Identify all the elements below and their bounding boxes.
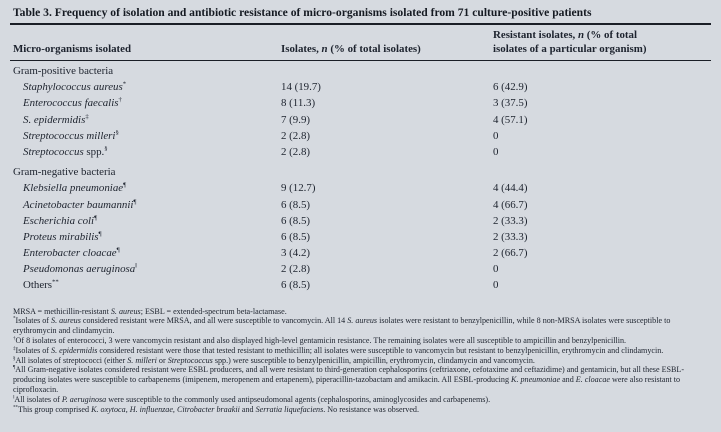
isolates-value-cell: 2 (2.8) (281, 263, 311, 276)
organism-name-cell: Proteus mirabilis¶ (23, 230, 102, 243)
footnote-line: ‖All isolates of P. aeruginosa were susc… (13, 394, 491, 404)
organism-name-cell: Acinetobacter baumannii¶ (23, 197, 137, 211)
header-resistant-isolates: Resistant isolates, n (% of total isolat… (493, 29, 711, 56)
table-row: Gram-negative bacteria (10, 164, 711, 180)
organism-name-cell: Pseudomonas aeruginosa‖ (23, 262, 138, 276)
footnotes: MRSA = methicillin-resistant S. aureus; … (10, 307, 711, 415)
footnote-line: §All isolates of streptococci (either S.… (13, 355, 535, 365)
table-row: Staphylococcus aureus* 14 (19.7) 6 (42.9… (10, 79, 711, 95)
isolates-value-cell (281, 63, 493, 79)
table-row: Escherichia coli¶ 6 (8.5) 2 (33.3) (10, 213, 711, 229)
isolates-value-cell: 8 (11.3) (281, 97, 316, 110)
table-row: Streptococcus milleri§ 2 (2.8) 0 (10, 128, 711, 144)
resistant-value-cell: 4 (44.4) (493, 182, 528, 195)
isolates-value-cell: 6 (8.5) (281, 279, 311, 292)
resistant-value-cell: 3 (37.5) (493, 97, 528, 110)
table-row: Proteus mirabilis¶ 6 (8.5) 2 (33.3) (10, 229, 711, 245)
isolates-value-cell: 14 (19.7) (281, 81, 321, 94)
organism-name-cell: Gram-negative bacteria (13, 166, 116, 179)
table-header-row: Micro-organisms isolated Isolates, n (% … (10, 25, 711, 61)
table-body: Gram-positive bacteria Staphylococcus au… (10, 61, 711, 294)
footnote-line: ¶All Gram-negative isolates considered r… (13, 365, 685, 394)
table-row: Enterococcus faecalis† 8 (11.3) 3 (37.5) (10, 95, 711, 111)
table-row: S. epidermidis‡ 7 (9.9) 4 (57.1) (10, 112, 711, 128)
isolates-value-cell: 3 (4.2) (281, 247, 311, 260)
table-row: Pseudomonas aeruginosa‖ 2 (2.8) 0 (10, 261, 711, 277)
table-card: Table 3. Frequency of isolation and anti… (10, 0, 711, 414)
footnote-line: **This group comprised K. oxytoca, H. in… (13, 404, 419, 414)
organism-name-cell: Streptococcus milleri§ (23, 129, 119, 142)
header-resistant-line1: Resistant isolates, n (% of total (493, 29, 638, 41)
resistant-value-cell: 2 (33.3) (493, 230, 528, 243)
isolates-value-cell: 6 (8.5) (281, 214, 311, 227)
isolates-value-cell: 2 (2.8) (281, 129, 311, 142)
isolates-value-cell (281, 164, 493, 180)
isolates-value-cell: 9 (12.7) (281, 182, 316, 195)
resistant-value-cell (493, 63, 711, 79)
table-row: Acinetobacter baumannii¶ 6 (8.5) 4 (66.7… (10, 197, 711, 213)
table-row: Klebsiella pneumoniae¶ 9 (12.7) 4 (44.4) (10, 180, 711, 196)
isolates-value-cell: 6 (8.5) (281, 230, 311, 243)
organism-name-cell: Others** (23, 278, 59, 292)
header-microorganisms: Micro-organisms isolated (13, 42, 132, 55)
isolates-value-cell: 7 (9.9) (281, 113, 311, 126)
resistant-value-cell: 4 (66.7) (493, 198, 528, 211)
table-row: Gram-positive bacteria (10, 63, 711, 79)
organism-name-cell: Streptococcus spp.§ (23, 145, 108, 158)
resistant-value-cell: 0 (493, 129, 499, 142)
footnote-line: MRSA = methicillin-resistant S. aureus; … (13, 306, 287, 316)
resistant-value-cell: 6 (42.9) (493, 81, 528, 94)
footnote-line: *Isolates of S. aureus considered resist… (13, 316, 671, 336)
isolates-value-cell: 6 (8.5) (281, 198, 311, 211)
resistant-value-cell (493, 164, 711, 180)
resistant-value-cell: 0 (493, 263, 499, 276)
resistant-value-cell: 2 (66.7) (493, 247, 528, 260)
organism-name-cell: Gram-positive bacteria (13, 65, 114, 77)
isolates-value-cell: 2 (2.8) (281, 145, 311, 158)
resistant-value-cell: 2 (33.3) (493, 214, 528, 227)
organism-name-cell: Klebsiella pneumoniae¶ (23, 181, 127, 195)
organism-name-cell: Enterococcus faecalis† (23, 96, 122, 110)
organism-name-cell: S. epidermidis‡ (23, 112, 89, 126)
table-row: Enterobacter cloacae¶ 3 (4.2) 2 (66.7) (10, 245, 711, 261)
organism-name-cell: Escherichia coli¶ (23, 214, 98, 227)
title-divider (10, 23, 711, 25)
organism-name-cell: Staphylococcus aureus* (23, 80, 127, 94)
header-isolates: Isolates, n (% of total isolates) (281, 42, 421, 55)
organism-name-cell: Enterobacter cloacae¶ (23, 246, 120, 260)
resistant-value-cell: 0 (493, 145, 499, 158)
resistant-value-cell: 4 (57.1) (493, 113, 528, 126)
table-row: Others** 6 (8.5) 0 (10, 277, 711, 293)
resistant-value-cell: 0 (493, 279, 499, 292)
footnote-line: ‡Isolates of S. epidermidis considered r… (13, 345, 664, 355)
header-resistant-line2: isolates of a particular organism) (493, 42, 647, 55)
table-title: Table 3. Frequency of isolation and anti… (13, 6, 592, 19)
table-row: Streptococcus spp.§ 2 (2.8) 0 (10, 144, 711, 160)
footnote-line: †Of 8 isolates of enterococci, 3 were va… (13, 336, 627, 346)
